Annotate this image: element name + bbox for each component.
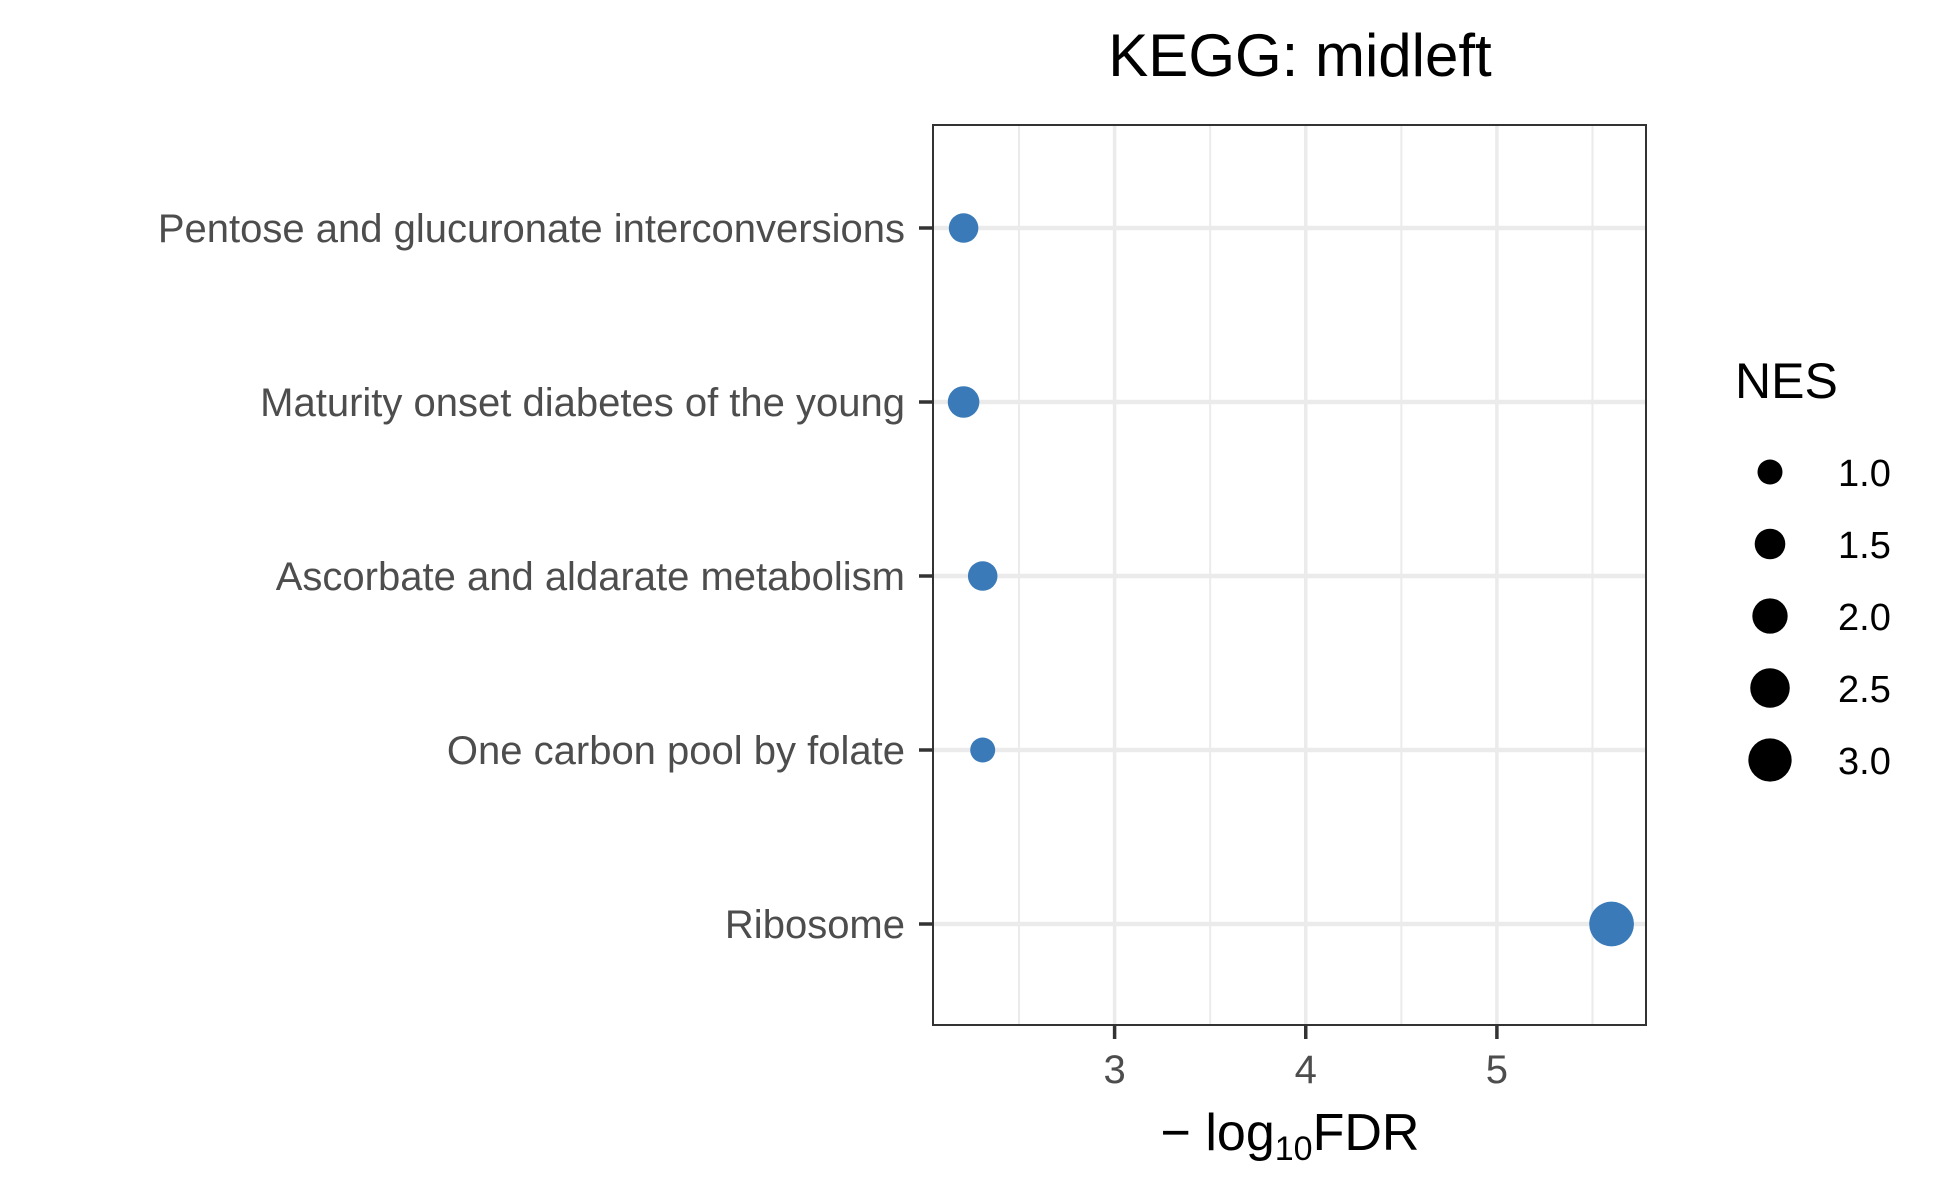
x-axis-label-suffix: FDR [1313, 1104, 1420, 1162]
legend-label-3: 2.5 [1838, 669, 1891, 711]
y-tick-label-0: Pentose and glucuronate interconversions [158, 207, 905, 251]
legend-key-1 [1754, 528, 1786, 560]
chart-title: KEGG: midleft [1108, 22, 1492, 89]
data-point-3 [970, 737, 996, 763]
x-axis-label-subscript: 10 [1275, 1130, 1313, 1168]
legend: NES 1.0 1.5 2.0 2.5 3.0 [1735, 353, 1891, 783]
data-point-2 [967, 561, 998, 591]
legend-key-3 [1750, 668, 1790, 708]
x-tick-label-2: 5 [1486, 1048, 1508, 1092]
y-tick-label-1: Maturity onset diabetes of the young [260, 381, 905, 425]
legend-key-0 [1757, 459, 1783, 485]
grid [933, 125, 1646, 1025]
legend-key-4 [1748, 738, 1792, 782]
x-axis-label: − log10FDR [1161, 1104, 1420, 1168]
x-tick-label-0: 3 [1103, 1048, 1125, 1092]
legend-label-4: 3.0 [1838, 741, 1891, 783]
data-point-1 [947, 386, 980, 418]
legend-title: NES [1735, 353, 1838, 409]
x-axis: 3 4 5 [1103, 1025, 1508, 1092]
x-tick-label-1: 4 [1295, 1048, 1317, 1092]
data-point-0 [948, 213, 979, 243]
legend-label-2: 2.0 [1838, 597, 1891, 639]
legend-label-0: 1.0 [1838, 453, 1891, 495]
x-axis-label-prefix: − log [1161, 1104, 1275, 1162]
legend-label-1: 1.5 [1838, 525, 1891, 567]
data-points [947, 213, 1634, 947]
y-tick-label-3: One carbon pool by folate [447, 729, 905, 773]
y-tick-label-4: Ribosome [725, 903, 905, 947]
panel-border [932, 124, 1647, 1026]
data-point-4 [1589, 901, 1634, 947]
y-axis: Pentose and glucuronate interconversions… [158, 207, 933, 947]
y-tick-label-2: Ascorbate and aldarate metabolism [276, 555, 905, 599]
legend-key-2 [1752, 598, 1788, 634]
